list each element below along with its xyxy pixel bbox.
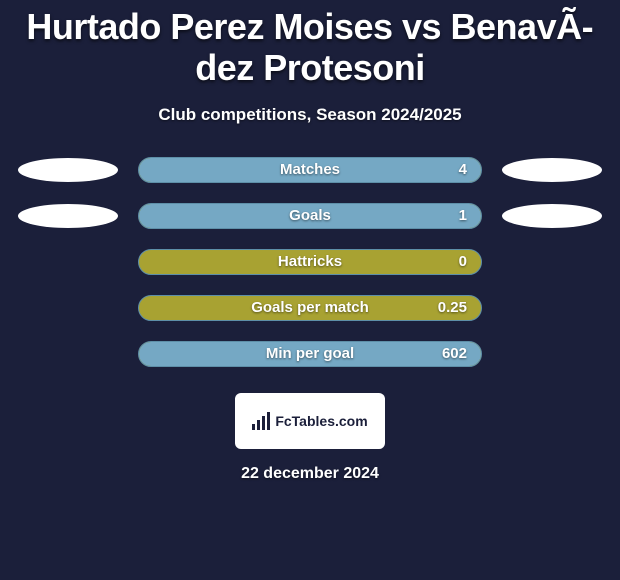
stat-value: 602 (442, 345, 467, 362)
player1-indicator (18, 204, 118, 228)
indicator-spacer (502, 296, 602, 320)
player2-indicator (502, 158, 602, 182)
player1-indicator (18, 158, 118, 182)
stat-bar: Hattricks0 (138, 249, 482, 275)
player2-indicator (502, 204, 602, 228)
logo-box: FcTables.com (235, 393, 385, 449)
stat-value: 0 (459, 253, 467, 270)
indicator-spacer (502, 250, 602, 274)
indicator-spacer (18, 296, 118, 320)
indicator-spacer (18, 342, 118, 366)
stat-label: Matches (139, 161, 481, 178)
date-text: 22 december 2024 (241, 465, 379, 483)
subtitle: Club competitions, Season 2024/2025 (158, 105, 461, 125)
stat-label: Min per goal (139, 345, 481, 362)
stat-row: Goals1 (0, 203, 620, 229)
indicator-spacer (18, 250, 118, 274)
stat-bar: Goals per match0.25 (138, 295, 482, 321)
stat-label: Goals per match (139, 299, 481, 316)
stat-value: 1 (459, 207, 467, 224)
page-title: Hurtado Perez Moises vs BenavÃ­dez Prote… (0, 0, 620, 89)
stat-value: 4 (459, 161, 467, 178)
stat-bar: Goals1 (138, 203, 482, 229)
stat-row: Goals per match0.25 (0, 295, 620, 321)
stat-label: Goals (139, 207, 481, 224)
logo-text: FcTables.com (275, 413, 367, 429)
stat-row: Hattricks0 (0, 249, 620, 275)
stat-row: Matches4 (0, 157, 620, 183)
stat-value: 0.25 (438, 299, 467, 316)
comparison-chart: Matches4Goals1Hattricks0Goals per match0… (0, 157, 620, 367)
indicator-spacer (502, 342, 602, 366)
stat-bar: Matches4 (138, 157, 482, 183)
stat-bar: Min per goal602 (138, 341, 482, 367)
stat-row: Min per goal602 (0, 341, 620, 367)
bars-icon (252, 412, 270, 430)
stat-label: Hattricks (139, 253, 481, 270)
page: Hurtado Perez Moises vs BenavÃ­dez Prote… (0, 0, 620, 580)
